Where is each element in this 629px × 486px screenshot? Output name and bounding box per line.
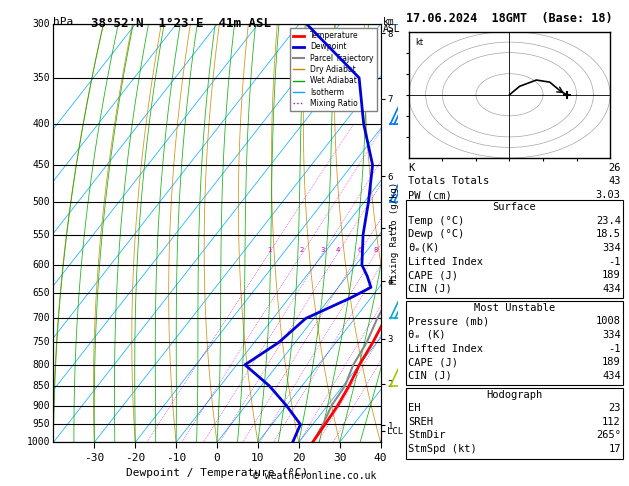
X-axis label: Dewpoint / Temperature (°C): Dewpoint / Temperature (°C): [126, 468, 308, 478]
Text: 43: 43: [608, 176, 621, 187]
Text: 750: 750: [33, 337, 50, 347]
Text: 17.06.2024  18GMT  (Base: 18): 17.06.2024 18GMT (Base: 18): [406, 12, 612, 25]
Text: Temp (°C): Temp (°C): [408, 216, 464, 226]
Text: 265°: 265°: [596, 431, 621, 440]
Text: K: K: [408, 163, 415, 173]
Text: Lifted Index: Lifted Index: [408, 257, 483, 266]
Text: CAPE (J): CAPE (J): [408, 357, 458, 367]
Text: © weatheronline.co.uk: © weatheronline.co.uk: [253, 471, 376, 481]
Text: 500: 500: [33, 197, 50, 207]
Text: 1008: 1008: [596, 316, 621, 326]
Text: StmSpd (kt): StmSpd (kt): [408, 444, 477, 454]
Text: 950: 950: [33, 419, 50, 430]
Text: CAPE (J): CAPE (J): [408, 270, 458, 280]
Text: km: km: [382, 17, 394, 27]
Text: 300: 300: [33, 19, 50, 29]
Text: 434: 434: [602, 284, 621, 294]
Text: Pressure (mb): Pressure (mb): [408, 316, 489, 326]
Text: θₑ (K): θₑ (K): [408, 330, 446, 340]
Text: 434: 434: [602, 371, 621, 381]
Text: 334: 334: [602, 330, 621, 340]
Text: 17: 17: [608, 444, 621, 454]
Text: 600: 600: [33, 260, 50, 270]
Text: 23: 23: [608, 403, 621, 413]
Text: 189: 189: [602, 270, 621, 280]
Text: Dewp (°C): Dewp (°C): [408, 229, 464, 239]
Text: CIN (J): CIN (J): [408, 371, 452, 381]
Text: 450: 450: [33, 160, 50, 170]
Text: 900: 900: [33, 400, 50, 411]
Text: kt: kt: [416, 38, 424, 47]
Text: Totals Totals: Totals Totals: [408, 176, 489, 187]
Text: 550: 550: [33, 230, 50, 240]
Text: CIN (J): CIN (J): [408, 284, 452, 294]
Text: 700: 700: [33, 313, 50, 324]
Text: 650: 650: [33, 288, 50, 298]
Text: ASL: ASL: [382, 24, 400, 35]
Text: Most Unstable: Most Unstable: [474, 303, 555, 312]
Text: hPa: hPa: [53, 17, 74, 27]
Text: 1000: 1000: [26, 437, 50, 447]
Text: 400: 400: [33, 119, 50, 129]
Text: PW (cm): PW (cm): [408, 190, 452, 200]
Text: 6: 6: [357, 247, 362, 253]
Text: EH: EH: [408, 403, 421, 413]
Text: 850: 850: [33, 381, 50, 391]
Text: 3: 3: [320, 247, 325, 253]
Text: 23.4: 23.4: [596, 216, 621, 226]
Text: 8: 8: [374, 247, 378, 253]
Text: StmDir: StmDir: [408, 431, 446, 440]
Text: 26: 26: [608, 163, 621, 173]
Text: -1: -1: [608, 257, 621, 266]
Text: 334: 334: [602, 243, 621, 253]
Text: 1: 1: [267, 247, 272, 253]
Text: 800: 800: [33, 360, 50, 370]
Text: 112: 112: [602, 417, 621, 427]
Text: θₑ(K): θₑ(K): [408, 243, 440, 253]
Text: 4: 4: [335, 247, 340, 253]
Text: SREH: SREH: [408, 417, 433, 427]
Text: 3.03: 3.03: [596, 190, 621, 200]
Text: Lifted Index: Lifted Index: [408, 344, 483, 353]
Text: -1: -1: [608, 344, 621, 353]
Text: Hodograph: Hodograph: [486, 390, 542, 399]
Text: 189: 189: [602, 357, 621, 367]
Text: Mixing Ratio (g/kg): Mixing Ratio (g/kg): [390, 182, 399, 284]
Legend: Temperature, Dewpoint, Parcel Trajectory, Dry Adiabat, Wet Adiabat, Isotherm, Mi: Temperature, Dewpoint, Parcel Trajectory…: [289, 28, 377, 111]
Text: 350: 350: [33, 73, 50, 83]
Text: Surface: Surface: [493, 202, 536, 212]
Text: 18.5: 18.5: [596, 229, 621, 239]
Text: 38°52'N  1°23'E  41m ASL: 38°52'N 1°23'E 41m ASL: [91, 17, 271, 30]
Text: 2: 2: [300, 247, 304, 253]
